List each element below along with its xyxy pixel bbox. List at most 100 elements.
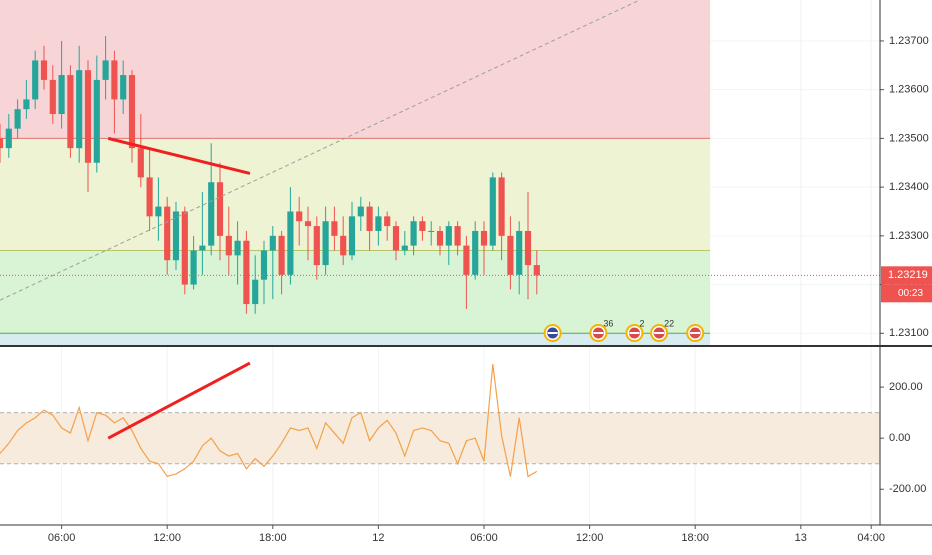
- y-tick-label: 1.23100: [889, 327, 929, 339]
- event-flag-stripe: [629, 332, 640, 334]
- candle-body: [93, 79, 100, 163]
- candle-body: [401, 245, 408, 251]
- candle-body: [32, 60, 39, 100]
- candle-body: [340, 235, 347, 256]
- y-tick-label: 1.23700: [889, 35, 929, 47]
- candle-body: [313, 226, 320, 266]
- candle-body: [322, 221, 329, 266]
- candle-body: [84, 70, 92, 163]
- x-tick-label: 04:00: [857, 532, 885, 544]
- x-tick-label: 18:00: [259, 532, 287, 544]
- y-tick-label: 200.00: [889, 381, 923, 393]
- event-count: 22: [664, 318, 674, 328]
- candle-body: [225, 235, 232, 256]
- level-zone: [0, 250, 711, 334]
- candle-body: [392, 226, 400, 251]
- level-zone: [0, 0, 711, 139]
- price-tag-label: 1.23219: [888, 269, 928, 281]
- candle-body: [304, 221, 312, 227]
- y-tick-label: 1.23400: [889, 181, 929, 193]
- candle-body: [533, 265, 540, 276]
- candle-body: [410, 221, 417, 246]
- y-tick-label: 1.23300: [889, 230, 929, 242]
- price-tag: [881, 266, 932, 285]
- candle-body: [0, 138, 4, 149]
- candle-body: [234, 240, 241, 256]
- oscillator-pane: [0, 347, 880, 525]
- candle-body: [384, 216, 391, 227]
- candle-body: [269, 235, 276, 251]
- candle-body: [498, 177, 505, 236]
- x-tick-label: 06:00: [470, 532, 498, 544]
- candle-body: [489, 177, 496, 246]
- candle-body: [199, 245, 206, 251]
- candle-body: [181, 211, 188, 285]
- level-zone: [0, 333, 711, 345]
- candle-body: [23, 99, 30, 110]
- event-count: 36: [603, 318, 613, 328]
- candle-body: [58, 75, 65, 115]
- candle-body: [49, 79, 56, 115]
- candle-body: [137, 148, 144, 178]
- candle-body: [216, 182, 224, 236]
- band: [0, 412, 880, 464]
- candle-body: [331, 221, 338, 236]
- candle-body: [190, 250, 197, 285]
- candle-body: [507, 235, 514, 275]
- candle-body: [366, 206, 373, 231]
- countdown-tag: [881, 284, 932, 303]
- candle-body: [445, 226, 452, 246]
- candle-body: [348, 216, 356, 256]
- y-tick-label: 0.00: [889, 432, 910, 444]
- candle-body: [252, 279, 259, 305]
- candle-body: [120, 75, 127, 100]
- event-flag-stripe: [547, 332, 558, 334]
- x-tick-label: 12:00: [576, 532, 604, 544]
- candle-body: [524, 230, 532, 266]
- y-tick-label: 1.23500: [889, 132, 929, 144]
- candle-body: [102, 60, 109, 80]
- candle-body: [260, 250, 268, 280]
- candle-body: [155, 206, 162, 217]
- x-tick-label: 12: [372, 532, 384, 544]
- candle-body: [419, 221, 426, 231]
- candle-body: [128, 75, 136, 149]
- candle-body: [357, 206, 364, 217]
- event-flag-stripe: [690, 332, 701, 334]
- event-count: 2: [639, 318, 644, 328]
- candle-body: [375, 216, 382, 231]
- event-flag-stripe: [593, 332, 604, 334]
- candle-body: [454, 226, 461, 246]
- countdown-label: 00:23: [898, 288, 923, 299]
- candle-body: [67, 75, 74, 149]
- candle-body: [287, 211, 294, 275]
- candle-body: [208, 182, 215, 246]
- x-tick-label: 13: [795, 532, 807, 544]
- candle-body: [428, 230, 435, 232]
- y-tick-label: -200.00: [889, 483, 926, 495]
- price-pane: [0, 0, 880, 345]
- candle-body: [5, 128, 12, 149]
- candle-body: [278, 235, 285, 275]
- candle-body: [172, 211, 180, 261]
- candle-body: [296, 211, 303, 222]
- trend-line: [0, 0, 640, 301]
- x-tick-label: 06:00: [48, 532, 76, 544]
- candle-body: [472, 230, 479, 275]
- candle-body: [516, 230, 523, 275]
- candle-body: [76, 70, 83, 149]
- oscillator-line: [0, 364, 538, 478]
- x-tick-label: 12:00: [153, 532, 181, 544]
- candle-body: [463, 245, 470, 275]
- trend-line: [107, 361, 251, 440]
- candle-body: [436, 230, 444, 246]
- candle-body: [14, 109, 21, 129]
- x-tick-label: 18:00: [681, 532, 709, 544]
- trend-line: [107, 136, 251, 175]
- y-tick-label: 1.23600: [889, 84, 929, 96]
- candle-body: [146, 177, 153, 217]
- event-flag-stripe: [654, 332, 665, 334]
- candle-body: [480, 230, 488, 246]
- candle-body: [111, 60, 118, 100]
